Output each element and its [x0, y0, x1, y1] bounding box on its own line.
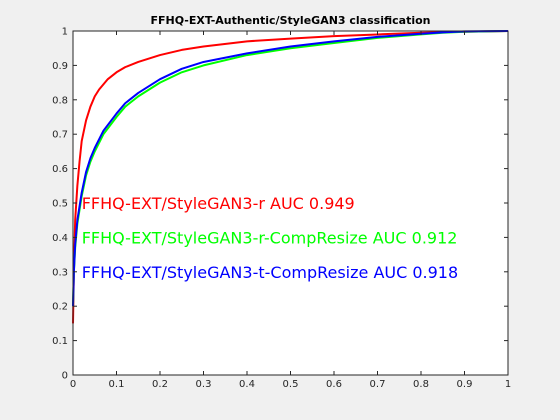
y-tick-label: 0.5: [52, 199, 68, 210]
x-tick-label: 0.1: [109, 379, 125, 390]
y-tick-label: 1: [62, 27, 68, 38]
y-tick-label: 0.3: [52, 267, 68, 278]
y-tick-label: 0.9: [52, 61, 68, 72]
x-tick-label: 0.4: [239, 379, 255, 390]
chart-title: FFHQ-EXT-Authentic/StyleGAN3 classificat…: [150, 14, 430, 27]
x-tick-label: 0.3: [196, 379, 212, 390]
y-axis-ticks: 0 0.1 0.2 0.3 0.4 0.5 0.6 0.7 0.8 0.9 1: [52, 27, 508, 382]
series-line-3: [72, 30, 509, 307]
x-tick-label: 0.9: [457, 379, 473, 390]
legend-entry-1: FFHQ-EXT/StyleGAN3-r AUC 0.949: [82, 194, 355, 213]
y-tick-label: 0.2: [52, 302, 68, 313]
y-tick-label: 0.1: [52, 336, 68, 347]
y-tick-label: 0: [62, 371, 68, 382]
y-tick-label: 0.7: [52, 130, 68, 141]
y-tick-label: 0.8: [52, 95, 68, 106]
axes-box: [72, 30, 509, 376]
y-tick-label: 0.4: [52, 233, 68, 244]
x-tick-label: 0.7: [370, 379, 386, 390]
y-tick-label: 0.6: [52, 164, 68, 175]
legend-entry-3: FFHQ-EXT/StyleGAN3-t-CompResize AUC 0.91…: [82, 263, 458, 282]
legend-entry-2: FFHQ-EXT/StyleGAN3-r-CompResize AUC 0.91…: [82, 228, 458, 247]
legend-annotations: FFHQ-EXT/StyleGAN3-r AUC 0.949 FFHQ-EXT/S…: [82, 194, 458, 282]
x-axis-ticks: 0 0.1 0.2 0.3 0.4 0.5 0.6 0.7 0.8 0.9 1: [70, 31, 511, 390]
x-tick-label: 0: [70, 379, 76, 390]
x-tick-label: 0.8: [413, 379, 429, 390]
x-tick-label: 0.6: [326, 379, 342, 390]
x-tick-label: 0.2: [152, 379, 168, 390]
x-tick-label: 0.5: [283, 379, 299, 390]
x-tick-label: 1: [505, 379, 511, 390]
